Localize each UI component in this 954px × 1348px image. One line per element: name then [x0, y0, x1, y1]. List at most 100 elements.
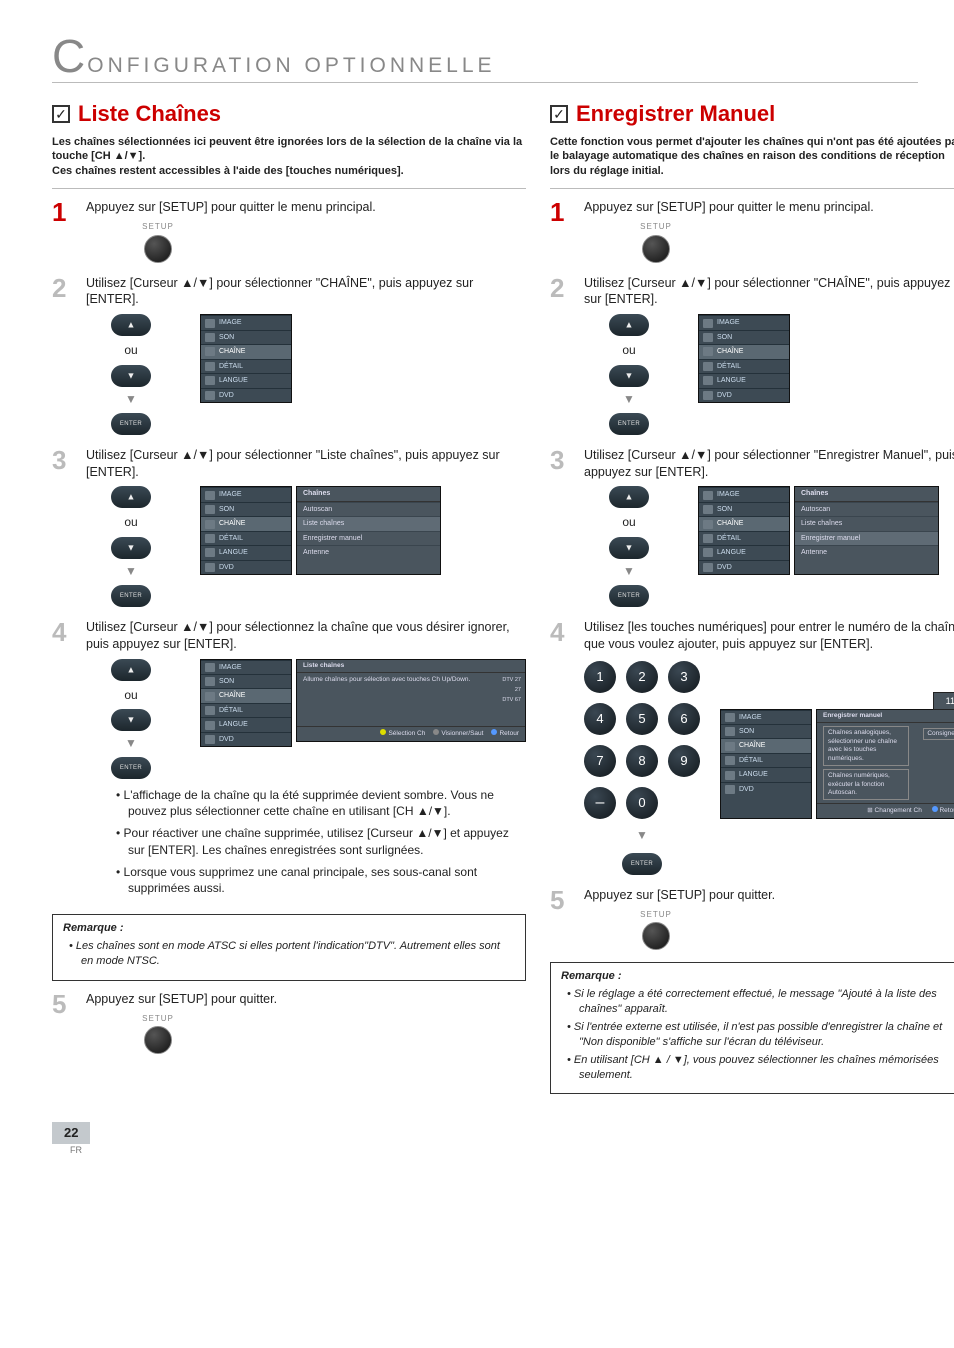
osd-row: Autoscan: [795, 502, 938, 516]
osd-item: LANGUE: [699, 545, 789, 559]
osd-item: DVD: [201, 388, 291, 402]
osd-item: DVD: [201, 732, 291, 746]
osd-main-menu: IMAGE SON CHAÎNE DÉTAIL LANGUE DVD: [720, 709, 812, 820]
menu-icon: [205, 563, 215, 572]
step: 3 Utilisez [Curseur ▲/▼] pour sélectionn…: [52, 447, 526, 607]
menu-icon: [703, 563, 713, 572]
nav-osd-block: ou ▼ ENTER IMAGE SON CHAÎNE DÉTAIL LANGU…: [86, 659, 526, 779]
menu-icon: [725, 771, 735, 780]
step-text: Utilisez [Curseur ▲/▼] pour sélectionner…: [584, 276, 950, 307]
enter-button-icon: ENTER: [622, 853, 662, 875]
cursor-keys: ou ▼ ENTER: [86, 314, 176, 434]
key-2: 2: [626, 661, 658, 693]
enter-button-icon: ENTER: [111, 757, 151, 779]
down-arrow-icon: [111, 365, 151, 387]
menu-icon: [205, 391, 215, 400]
osd-item: IMAGE: [201, 315, 291, 329]
nav-osd-block: ou ▼ ENTER IMAGE SON CHAÎNE DÉTAIL LANGU…: [86, 486, 526, 606]
osd-row: Enregistrer manuel: [297, 531, 440, 545]
osd-item-selected: CHAÎNE: [721, 738, 811, 752]
up-arrow-icon: [111, 314, 151, 336]
setup-button-icon: [144, 235, 172, 263]
cursor-keys: ou ▼ ENTER: [86, 486, 176, 606]
osd-item: IMAGE: [699, 315, 789, 329]
step-number: 4: [52, 619, 76, 902]
key-dash: –: [584, 787, 616, 819]
osd-liste-panel: Liste chaînes Allume chaînes pour sélect…: [296, 659, 526, 748]
step: 5 Appuyez sur [SETUP] pour quitter. SETU…: [550, 887, 954, 951]
osd-item-selected: CHAÎNE: [201, 516, 291, 530]
key-0: 0: [626, 787, 658, 819]
osd-panel-hint: Allume chaînes pour sélection avec touch…: [303, 676, 470, 683]
step-number: 5: [550, 887, 574, 951]
menu-icon: [205, 692, 215, 701]
setup-label: SETUP: [640, 910, 672, 921]
reg-box: Chaînes numériques, exécuter la fonction…: [823, 769, 909, 800]
step-number: 4: [550, 619, 574, 875]
key-4: 4: [584, 703, 616, 735]
setup-button-icon: [642, 922, 670, 950]
menu-icon: [703, 362, 713, 371]
menu-icon: [205, 347, 215, 356]
ou-label: ou: [124, 342, 137, 358]
heading-divider: [52, 82, 918, 83]
menu-icon: [205, 376, 215, 385]
menu-icon: [703, 333, 713, 342]
chapter-rest: ONFIGURATION OPTIONNELLE: [87, 52, 495, 80]
menu-icon: [703, 520, 713, 529]
osd-row-selected: Enregistrer manuel: [795, 531, 938, 545]
menu-icon: [205, 548, 215, 557]
enter-button-icon: ENTER: [111, 413, 151, 435]
chevron-down-icon: ▼: [125, 563, 137, 579]
menu-icon: [205, 706, 215, 715]
down-arrow-icon: [111, 537, 151, 559]
intro-divider: [52, 188, 526, 189]
osd-row: Antenne: [795, 545, 938, 559]
osd-item: LANGUE: [721, 767, 811, 781]
setup-button-diagram: SETUP: [624, 910, 688, 951]
osd-item: SON: [699, 502, 789, 516]
section-title-left: ✓ Liste Chaînes: [52, 99, 526, 129]
setup-label: SETUP: [640, 222, 672, 233]
note-item: Pour réactiver une chaîne supprimée, uti…: [116, 825, 526, 857]
chevron-down-icon: ▼: [636, 827, 648, 843]
step: 2 Utilisez [Curseur ▲/▼] pour sélectionn…: [52, 275, 526, 435]
osd-row: Antenne: [297, 545, 440, 559]
enter-button-icon: ENTER: [609, 585, 649, 607]
step: 1 Appuyez sur [SETUP] pour quitter le me…: [52, 199, 526, 263]
osd-item-selected: CHAÎNE: [699, 516, 789, 530]
menu-icon: [703, 319, 713, 328]
step-notes: L'affichage de la chaîne qu la été suppr…: [116, 787, 526, 896]
keypad-osd-block: 1 2 3 4 5 6 7 8 9 – 0: [584, 661, 954, 875]
ou-label: ou: [124, 514, 137, 530]
remark-item: Les chaînes sont en mode ATSC si elles p…: [69, 939, 515, 969]
step: 2 Utilisez [Curseur ▲/▼] pour sélectionn…: [550, 275, 954, 435]
chapter-initial: C: [52, 36, 85, 77]
nav-osd-block: ou ▼ ENTER IMAGE SON CHAÎNE DÉTAIL LANGU…: [584, 314, 954, 434]
osd-row: Liste chaînes: [795, 516, 938, 530]
menu-icon: [205, 362, 215, 371]
step-number: 1: [550, 199, 574, 263]
section-title-right: ✓ Enregistrer Manuel: [550, 99, 954, 129]
step-text: Utilisez [Curseur ▲/▼] pour sélectionner…: [86, 276, 473, 307]
key-6: 6: [668, 703, 700, 735]
osd-item: DÉTAIL: [699, 531, 789, 545]
osd-row-selected: Liste chaînes: [297, 516, 440, 530]
osd-main-menu: IMAGE SON CHAÎNE DÉTAIL LANGUE DVD: [200, 659, 292, 748]
osd-item: DÉTAIL: [201, 359, 291, 373]
menu-icon: [205, 663, 215, 672]
osd-item: IMAGE: [699, 487, 789, 501]
page-number: 22: [52, 1122, 90, 1144]
menu-icon: [703, 534, 713, 543]
up-arrow-icon: [111, 486, 151, 508]
left-column: ✓ Liste Chaînes Les chaînes sélectionnée…: [52, 99, 526, 1094]
menu-icon: [725, 713, 735, 722]
osd-row: Autoscan: [297, 502, 440, 516]
osd-panel-footer: ⊞ Changement Ch Retour: [817, 803, 954, 818]
osd-item: SON: [201, 502, 291, 516]
osd-item: DÉTAIL: [721, 753, 811, 767]
key-8: 8: [626, 745, 658, 777]
setup-button-diagram: SETUP: [126, 1014, 190, 1055]
up-arrow-icon: [609, 486, 649, 508]
step: 1 Appuyez sur [SETUP] pour quitter le me…: [550, 199, 954, 263]
